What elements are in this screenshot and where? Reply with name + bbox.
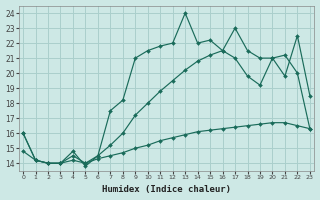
X-axis label: Humidex (Indice chaleur): Humidex (Indice chaleur) [102, 185, 231, 194]
